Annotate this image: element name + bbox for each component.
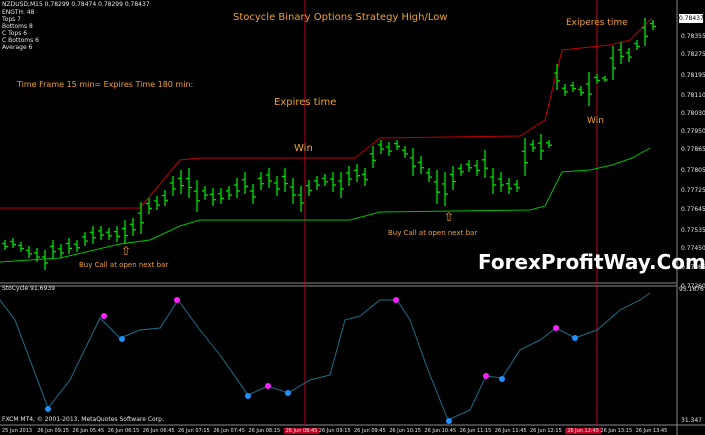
up-arrow-icon: ⇧ [444, 210, 455, 224]
win-label-right: Win [587, 116, 604, 126]
time-tick-label: 26 Jun 08:45 [283, 428, 320, 434]
price-tick-label: 0.78195 [681, 72, 705, 79]
time-tick-label: 26 Jun 13:45 [635, 428, 668, 434]
time-tick-label: 26 Jun 06:45 [142, 428, 175, 434]
price-tick-label: 0.77260 [681, 283, 705, 290]
cycle-top-dot [265, 383, 271, 389]
price-tick-label: 0.78355 [681, 33, 705, 40]
time-tick-label: 26 Jun 08:15 [248, 428, 281, 434]
indicator-line: Bottoms 8 [2, 23, 33, 30]
time-tick-label: 26 Jun 11:45 [494, 428, 527, 434]
watermark: ForexProfitWay.Com [478, 250, 705, 274]
buy-call-label: Buy Call at open next bar [388, 229, 478, 237]
cycle-top-dot [174, 297, 180, 303]
expires-time-right-label: Exiperes time [566, 18, 628, 28]
cycle-bottom-dot [119, 336, 125, 342]
win-label-left: Win [294, 143, 313, 154]
price-tick-label: 0.77535 [681, 227, 705, 234]
time-tick-label: 26 Jun 07:15 [178, 428, 210, 434]
time-tick-label: 26 Jun 10:45 [424, 428, 457, 434]
time-tick-label: 26 Jun 13:15 [600, 428, 633, 434]
indicator-line: C Bottoms 6 [2, 37, 39, 44]
timeframe-note: Time Frame 15 min= Expires Time 180 min: [17, 80, 194, 89]
time-tick-label: 26 Jun 06:15 [107, 428, 140, 434]
lower-band-line [0, 147, 651, 263]
time-tick-label: 26 Jun 09:15 [318, 428, 351, 434]
buy-call-label: Buy Call at open next bar [79, 261, 169, 269]
cycle-bottom-dot [245, 393, 251, 399]
symbol-info: NZDUSD,M15 0.78299 0.78474 0.78299 0.784… [2, 1, 150, 8]
time-tick-label: 26 Jun 09:45 [354, 428, 386, 434]
indicator-line: Tops 7 [2, 16, 21, 23]
price-tick-label: 0.78110 [681, 92, 705, 99]
cycle-bottom-dot [285, 390, 291, 396]
indicator-line: ENGTH: 48 [2, 9, 35, 16]
indicator-line: C Tops 6 [2, 30, 28, 37]
oscillator-min-label: 31.347 [681, 417, 702, 424]
time-tick-label: 26 Jun 05:45 [72, 428, 105, 434]
cycle-top-dot [393, 297, 399, 303]
up-arrow-icon: ⇧ [121, 244, 132, 258]
price-tick-label: 0.77645 [681, 206, 705, 213]
time-tick-label: 26 Jun 11:15 [459, 428, 492, 434]
cycle-top-dot [483, 373, 489, 379]
cycle-bottom-dot [446, 418, 452, 424]
price-tick-label: 0.77365 [681, 264, 705, 271]
strategy-title: Stocycle Binary Options Strategy High/Lo… [233, 12, 448, 23]
indicator-line: Average 6 [2, 44, 33, 51]
current-price-tag: 0.78437 [679, 14, 704, 23]
expires-time-label: Expires time [274, 97, 337, 108]
upper-band-line [0, 17, 653, 209]
copyright-text: FXCM MT4, © 2001-2013, MetaQuotes Softwa… [2, 416, 164, 423]
price-tick-label: 0.78275 [681, 51, 705, 58]
price-tick-label: 0.77865 [681, 146, 705, 153]
time-tick-label: 26 Jun 09:15 [37, 428, 69, 434]
cycle-bottom-dot [572, 335, 578, 341]
price-tick-label: 0.77950 [681, 128, 705, 135]
cycle-top-dot [553, 325, 559, 331]
cycle-bottom-dot [499, 376, 505, 382]
price-tick-label: 0.77450 [681, 245, 705, 252]
oscillator-max-label: 95.1676 [679, 286, 704, 293]
time-tick-label: 25 Jun 2013 [2, 428, 33, 434]
cycle-top-dot [101, 313, 107, 319]
price-tick-label: 0.77805 [681, 167, 705, 174]
oscillator-label: StoCycle 91.6939 [2, 285, 55, 292]
cycle-bottom-dot [45, 406, 51, 412]
price-tick-label: 0.78030 [681, 110, 705, 117]
time-tick-label: 26 Jun 12:15 [530, 428, 562, 434]
time-tick-label: 26 Jun 10:15 [389, 428, 421, 434]
time-tick-label: 26 Jun 12:45 [565, 428, 601, 434]
price-tick-label: 0.77725 [681, 187, 705, 194]
time-tick-label: 26 Jun 07:45 [213, 428, 245, 434]
stocycle-line [0, 292, 651, 421]
